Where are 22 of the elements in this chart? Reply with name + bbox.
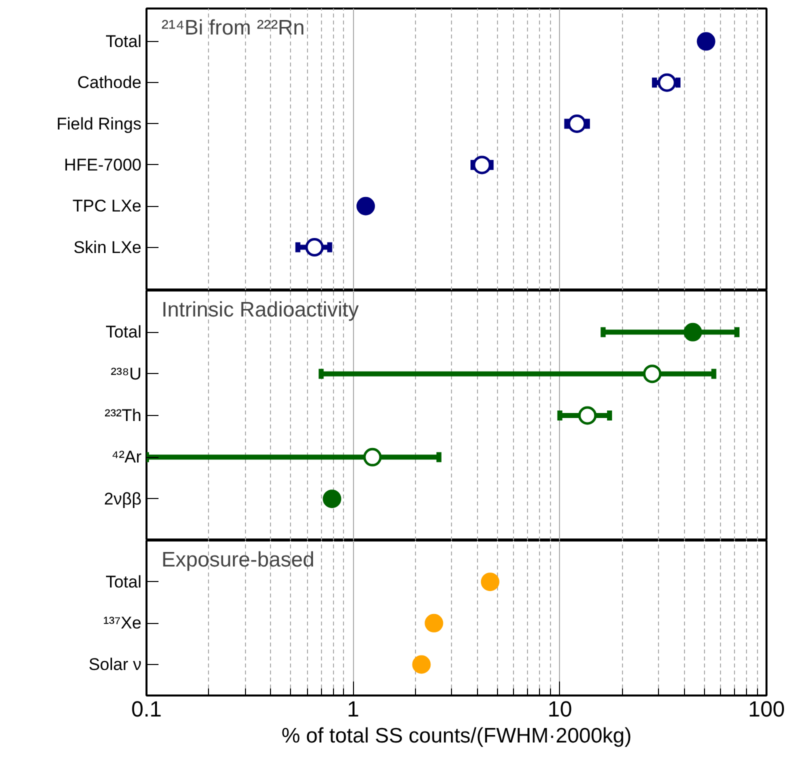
chart-title: Exposure-based (162, 548, 314, 572)
y-tick-label: HFE-7000 (64, 155, 142, 174)
chart-title: ²¹⁴Bi from ²²²Rn (162, 16, 305, 40)
x-axis-title: % of total SS counts/(FWHM·2000kg) (281, 724, 632, 748)
y-tick-label: Total (106, 572, 142, 592)
y-tick-label: ²³²Th (104, 406, 142, 425)
x-tick-label: 100 (748, 696, 785, 722)
y-tick-label: 2νββ (104, 489, 142, 508)
y-tick-label: ¹³⁷Xe (103, 614, 142, 633)
y-tick-label: Total (106, 32, 142, 51)
y-tick-label: TPC LXe (72, 196, 142, 216)
x-tick-label: 1 (347, 696, 360, 722)
y-tick-label: ²³⁸U (110, 364, 142, 384)
y-tick-label: ⁴²Ar (112, 448, 142, 467)
y-tick-label: Skin LXe (73, 238, 142, 257)
y-tick-label: Field Rings (56, 114, 142, 134)
chart-title: Intrinsic Radioactivity (162, 298, 360, 322)
y-tick-label: Cathode (77, 73, 142, 92)
y-tick-label: Solar ν (88, 655, 142, 674)
y-tick-label: Total (106, 322, 142, 342)
x-tick-label: 10 (548, 696, 572, 722)
x-tick-label: 0.1 (131, 696, 162, 722)
